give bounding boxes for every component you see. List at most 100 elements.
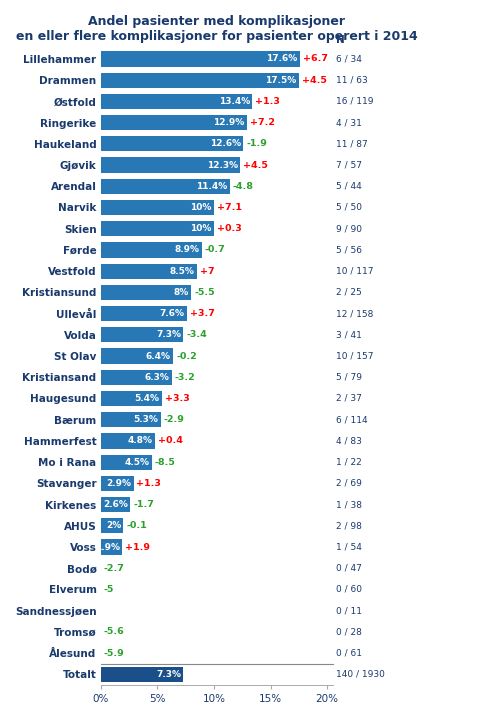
Text: 0 / 28: 0 / 28 xyxy=(336,628,362,636)
Text: 4 / 83: 4 / 83 xyxy=(336,436,362,446)
Text: 0%: 0% xyxy=(103,628,118,636)
Text: 6 / 114: 6 / 114 xyxy=(336,415,368,424)
Text: +7: +7 xyxy=(200,267,214,275)
Text: 7.3%: 7.3% xyxy=(156,670,181,679)
Bar xyxy=(101,476,134,491)
Bar xyxy=(101,93,253,109)
Text: +0.3: +0.3 xyxy=(217,224,241,233)
Text: +4.5: +4.5 xyxy=(243,160,268,170)
Text: 2 / 98: 2 / 98 xyxy=(336,521,362,531)
Text: 7.6%: 7.6% xyxy=(159,309,185,318)
Text: +1.9: +1.9 xyxy=(125,543,150,551)
Text: 12 / 158: 12 / 158 xyxy=(336,309,374,318)
Text: 16 / 119: 16 / 119 xyxy=(336,97,374,106)
Text: 5.3%: 5.3% xyxy=(134,415,158,424)
Bar xyxy=(101,285,191,300)
Text: +7.2: +7.2 xyxy=(249,118,275,127)
Text: N: N xyxy=(336,35,345,45)
Text: 0%: 0% xyxy=(103,585,118,594)
Text: 0 / 60: 0 / 60 xyxy=(336,585,362,594)
Bar xyxy=(101,327,184,342)
Text: 2 / 37: 2 / 37 xyxy=(336,394,362,403)
Text: 10 / 157: 10 / 157 xyxy=(336,352,374,360)
Text: -5: -5 xyxy=(104,585,114,594)
Title: Andel pasienter med komplikasjoner
en eller flere komplikasjoner for pasienter o: Andel pasienter med komplikasjoner en el… xyxy=(16,15,417,43)
Bar xyxy=(101,115,247,130)
Text: 12.9%: 12.9% xyxy=(213,118,244,127)
Bar xyxy=(101,454,152,470)
Text: 10%: 10% xyxy=(190,203,212,212)
Text: 5 / 56: 5 / 56 xyxy=(336,245,362,255)
Text: -5.5: -5.5 xyxy=(194,288,215,297)
Text: 2.6%: 2.6% xyxy=(103,500,128,509)
Text: 5 / 50: 5 / 50 xyxy=(336,203,362,212)
Text: -2.9: -2.9 xyxy=(163,415,185,424)
Text: +4.5: +4.5 xyxy=(302,75,326,85)
Text: 0%: 0% xyxy=(103,564,118,573)
Text: -2.7: -2.7 xyxy=(104,564,125,573)
Text: 17.6%: 17.6% xyxy=(267,55,298,63)
Text: +0.4: +0.4 xyxy=(158,436,183,446)
Text: -3.4: -3.4 xyxy=(186,330,207,339)
Text: 11 / 63: 11 / 63 xyxy=(336,75,368,85)
Text: -4.8: -4.8 xyxy=(233,182,254,191)
Text: -0.2: -0.2 xyxy=(176,352,197,360)
Bar xyxy=(101,136,243,152)
Text: 7 / 57: 7 / 57 xyxy=(336,160,362,170)
Text: 8.5%: 8.5% xyxy=(170,267,195,275)
Text: 5 / 44: 5 / 44 xyxy=(336,182,362,191)
Text: -5.9: -5.9 xyxy=(104,649,124,658)
Text: 8%: 8% xyxy=(174,288,189,297)
Text: -8.5: -8.5 xyxy=(154,458,176,467)
Text: 0%: 0% xyxy=(103,649,118,658)
Text: 10 / 117: 10 / 117 xyxy=(336,267,374,275)
Bar xyxy=(101,518,123,533)
Text: -5.6: -5.6 xyxy=(104,628,124,636)
Text: 0 / 11: 0 / 11 xyxy=(336,606,362,615)
Text: 11.4%: 11.4% xyxy=(196,182,227,191)
Text: 7.3%: 7.3% xyxy=(156,330,181,339)
Text: 1 / 54: 1 / 54 xyxy=(336,543,362,551)
Text: -3.2: -3.2 xyxy=(175,372,196,382)
Text: -0.1: -0.1 xyxy=(126,521,147,531)
Text: 4.5%: 4.5% xyxy=(124,458,149,467)
Text: 10%: 10% xyxy=(190,224,212,233)
Bar xyxy=(101,306,187,321)
Text: -0.7: -0.7 xyxy=(204,245,225,255)
Text: 4 / 31: 4 / 31 xyxy=(336,118,362,127)
Text: 5 / 79: 5 / 79 xyxy=(336,372,362,382)
Text: 140 / 1930: 140 / 1930 xyxy=(336,670,385,679)
Text: -1.7: -1.7 xyxy=(133,500,154,509)
Text: 0%: 0% xyxy=(103,606,118,615)
Text: 0 / 47: 0 / 47 xyxy=(336,564,362,573)
Bar xyxy=(101,221,214,237)
Text: 2 / 69: 2 / 69 xyxy=(336,479,362,488)
Text: +1.3: +1.3 xyxy=(136,479,161,488)
Text: 2 / 25: 2 / 25 xyxy=(336,288,362,297)
Bar xyxy=(101,178,230,194)
Text: +3.7: +3.7 xyxy=(190,309,214,318)
Text: 8.9%: 8.9% xyxy=(174,245,199,255)
Text: 12.3%: 12.3% xyxy=(207,160,238,170)
Bar xyxy=(101,497,130,512)
Text: 2%: 2% xyxy=(106,521,121,531)
Text: 11 / 87: 11 / 87 xyxy=(336,139,368,148)
Bar xyxy=(101,73,299,88)
Text: +1.3: +1.3 xyxy=(256,97,280,106)
Text: 9 / 90: 9 / 90 xyxy=(336,224,362,233)
Text: 2.9%: 2.9% xyxy=(106,479,131,488)
Text: 1 / 22: 1 / 22 xyxy=(336,458,362,467)
Bar xyxy=(101,370,172,385)
Text: 6.3%: 6.3% xyxy=(145,372,170,382)
Bar xyxy=(101,412,161,427)
Text: 6 / 34: 6 / 34 xyxy=(336,55,362,63)
Text: 0 / 61: 0 / 61 xyxy=(336,649,362,658)
Text: 17.5%: 17.5% xyxy=(266,75,297,85)
Text: +3.3: +3.3 xyxy=(165,394,190,403)
Text: 13.4%: 13.4% xyxy=(219,97,250,106)
Text: 1 / 38: 1 / 38 xyxy=(336,500,362,509)
Bar xyxy=(101,264,197,279)
Bar xyxy=(101,51,300,67)
Bar xyxy=(101,539,122,554)
Bar xyxy=(101,157,240,173)
